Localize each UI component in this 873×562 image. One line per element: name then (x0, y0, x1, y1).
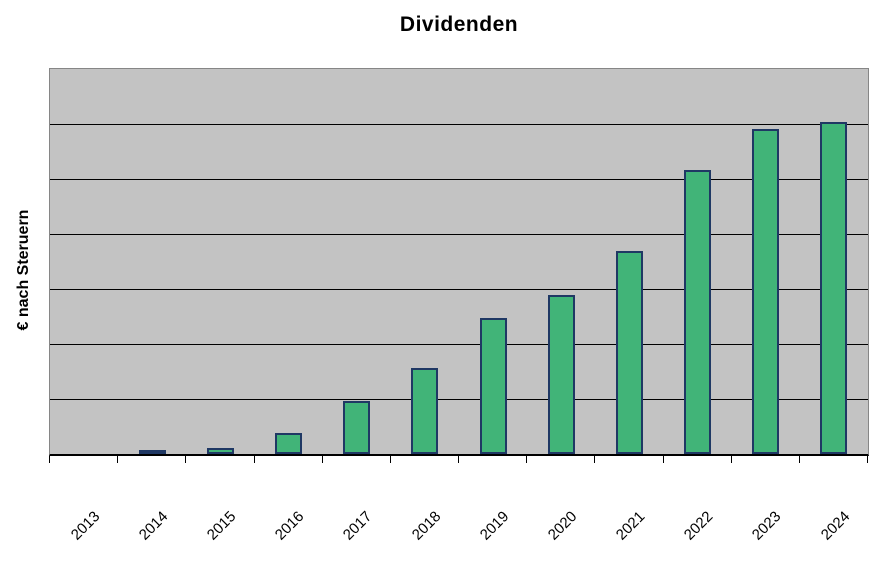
bar-2014 (138, 450, 166, 454)
bar-2015 (206, 447, 234, 454)
x-axis-label-2014: 2014 (135, 508, 172, 544)
x-axis-label-2023: 2023 (749, 508, 785, 544)
bar-2020 (547, 294, 575, 454)
gridline (50, 289, 868, 290)
x-axis-label-2017: 2017 (340, 508, 376, 544)
bar-2018 (411, 368, 439, 454)
x-axis-tick (321, 456, 323, 463)
gridline (50, 179, 868, 180)
x-axis-tick (117, 456, 119, 463)
x-axis-label-2022: 2022 (680, 508, 717, 544)
bar-2024 (820, 121, 848, 454)
bar-2022 (684, 169, 712, 454)
x-axis-label-2020: 2020 (544, 508, 581, 544)
gridline (50, 124, 868, 125)
gridline (50, 344, 868, 345)
gridline (50, 234, 868, 235)
x-axis-tick (458, 456, 459, 463)
bar-2016 (275, 433, 303, 454)
bar-2021 (615, 250, 643, 454)
x-axis-label-2019: 2019 (476, 508, 513, 544)
bar-2019 (479, 318, 507, 454)
x-axis-label-2018: 2018 (408, 508, 444, 544)
x-axis-label-2024: 2024 (817, 508, 853, 544)
x-axis-tick (389, 456, 391, 463)
plot-area (49, 68, 869, 456)
x-axis-tick (253, 456, 255, 463)
x-axis-label-2013: 2013 (67, 508, 104, 544)
x-axis-tick (798, 456, 800, 463)
x-axis-tick (185, 456, 187, 463)
x-axis-label-2021: 2021 (612, 508, 649, 544)
x-axis-label-2016: 2016 (271, 508, 308, 544)
bar-2023 (752, 128, 780, 454)
x-axis-tick (49, 456, 50, 463)
x-axis-tick (730, 456, 732, 463)
x-axis-tick (526, 456, 528, 463)
x-axis-tick (662, 456, 664, 463)
chart-title: Dividenden (399, 13, 519, 36)
x-axis-tick (867, 456, 868, 463)
y-axis-title-text: € nach Steruern (15, 209, 32, 331)
gridline (50, 399, 868, 400)
x-axis-tick (594, 456, 596, 463)
bar-2017 (343, 401, 371, 454)
x-axis-label-2015: 2015 (203, 508, 240, 544)
